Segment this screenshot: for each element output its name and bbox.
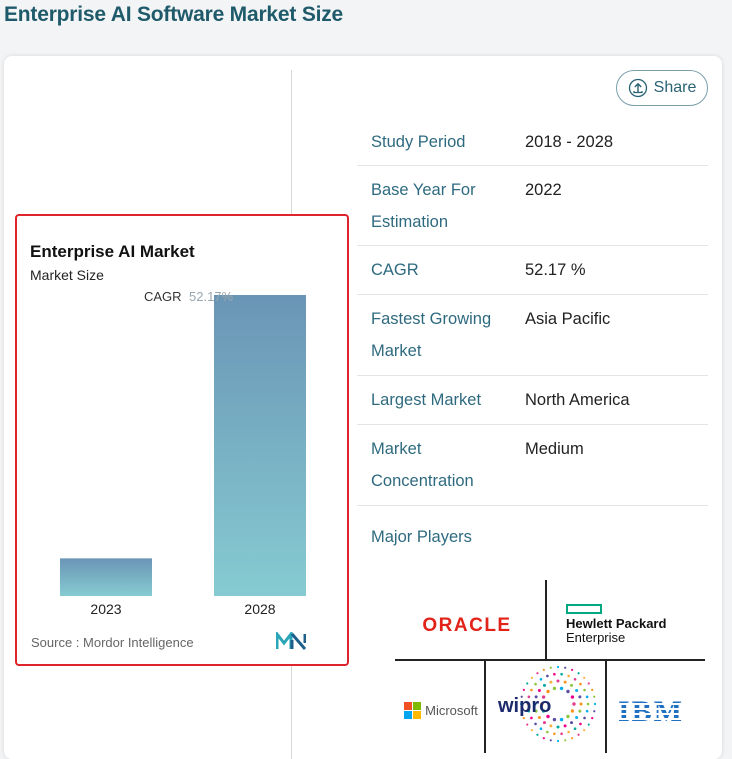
info-key: Market Concentration bbox=[371, 433, 474, 497]
share-label: Share bbox=[653, 79, 697, 96]
hpe-logo: Hewlett Packard Enterprise bbox=[566, 600, 696, 648]
info-value: 52.17 % bbox=[525, 261, 586, 279]
info-value: Asia Pacific bbox=[525, 310, 611, 328]
microsoft-logo: Microsoft bbox=[398, 696, 484, 724]
microsoft-logo-text: Microsoft bbox=[425, 702, 478, 718]
info-key-line: Base Year For bbox=[371, 181, 476, 199]
info-key: Largest Market bbox=[371, 384, 481, 416]
info-key: Fastest Growing Market bbox=[371, 303, 491, 367]
microsoft-windows-icon bbox=[404, 701, 422, 719]
info-row: Largest Market North America bbox=[357, 380, 708, 425]
players-divider bbox=[605, 659, 607, 753]
page-title: Enterprise AI Software Market Size bbox=[4, 3, 344, 26]
info-key-line: Concentration bbox=[371, 472, 474, 490]
share-button[interactable]: Share bbox=[616, 70, 708, 106]
info-key: CAGR bbox=[371, 254, 419, 286]
info-row: Study Period 2018 - 2028 bbox=[357, 122, 708, 166]
info-key-line: Market bbox=[371, 342, 422, 360]
info-row: Fastest Growing Market Asia Pacific bbox=[357, 299, 708, 376]
hpe-name-line2: Enterprise bbox=[566, 629, 626, 645]
chart-title: Enterprise AI Market bbox=[30, 242, 195, 261]
players-divider bbox=[395, 659, 705, 661]
wipro-logo-text: wipro bbox=[498, 695, 552, 717]
major-players-label: Major Players bbox=[371, 528, 472, 546]
mordor-intelligence-logo bbox=[276, 632, 306, 650]
oracle-logo: ORACLE bbox=[400, 608, 534, 644]
wipro-logo: wipro bbox=[488, 662, 602, 754]
info-value: 2022 bbox=[525, 181, 562, 199]
info-key-line: CAGR bbox=[371, 261, 419, 279]
info-key-line: Estimation bbox=[371, 213, 449, 231]
info-value: Medium bbox=[525, 440, 584, 458]
ibm-logo: IBM bbox=[612, 694, 690, 730]
info-value: 2018 - 2028 bbox=[525, 133, 614, 151]
wipro-dots-icon bbox=[519, 665, 597, 743]
chart-source: Source : Mordor Intelligence bbox=[31, 635, 194, 650]
chart-subtitle: Market Size bbox=[30, 267, 104, 283]
info-row: CAGR 52.17 % bbox=[357, 250, 708, 295]
info-key-line: Study Period bbox=[371, 133, 466, 151]
oracle-logo-text: ORACLE bbox=[422, 615, 512, 636]
info-row: Market Concentration Medium bbox=[357, 429, 708, 506]
players-divider bbox=[545, 580, 547, 660]
hpe-name-line1: Hewlett Packard bbox=[566, 615, 667, 631]
info-key-line: Market bbox=[371, 440, 422, 458]
info-key-line: Largest Market bbox=[371, 391, 482, 409]
ibm-logo-text: IBM bbox=[618, 695, 684, 728]
hpe-rectangle-icon bbox=[566, 603, 602, 614]
info-row: Base Year For Estimation 2022 bbox=[357, 170, 708, 246]
players-divider bbox=[484, 659, 486, 753]
info-key-line: Fastest Growing bbox=[371, 310, 492, 328]
info-key: Study Period bbox=[371, 126, 465, 158]
share-icon bbox=[628, 78, 647, 98]
info-key: Base Year For Estimation bbox=[371, 174, 476, 238]
info-value: North America bbox=[525, 391, 630, 409]
